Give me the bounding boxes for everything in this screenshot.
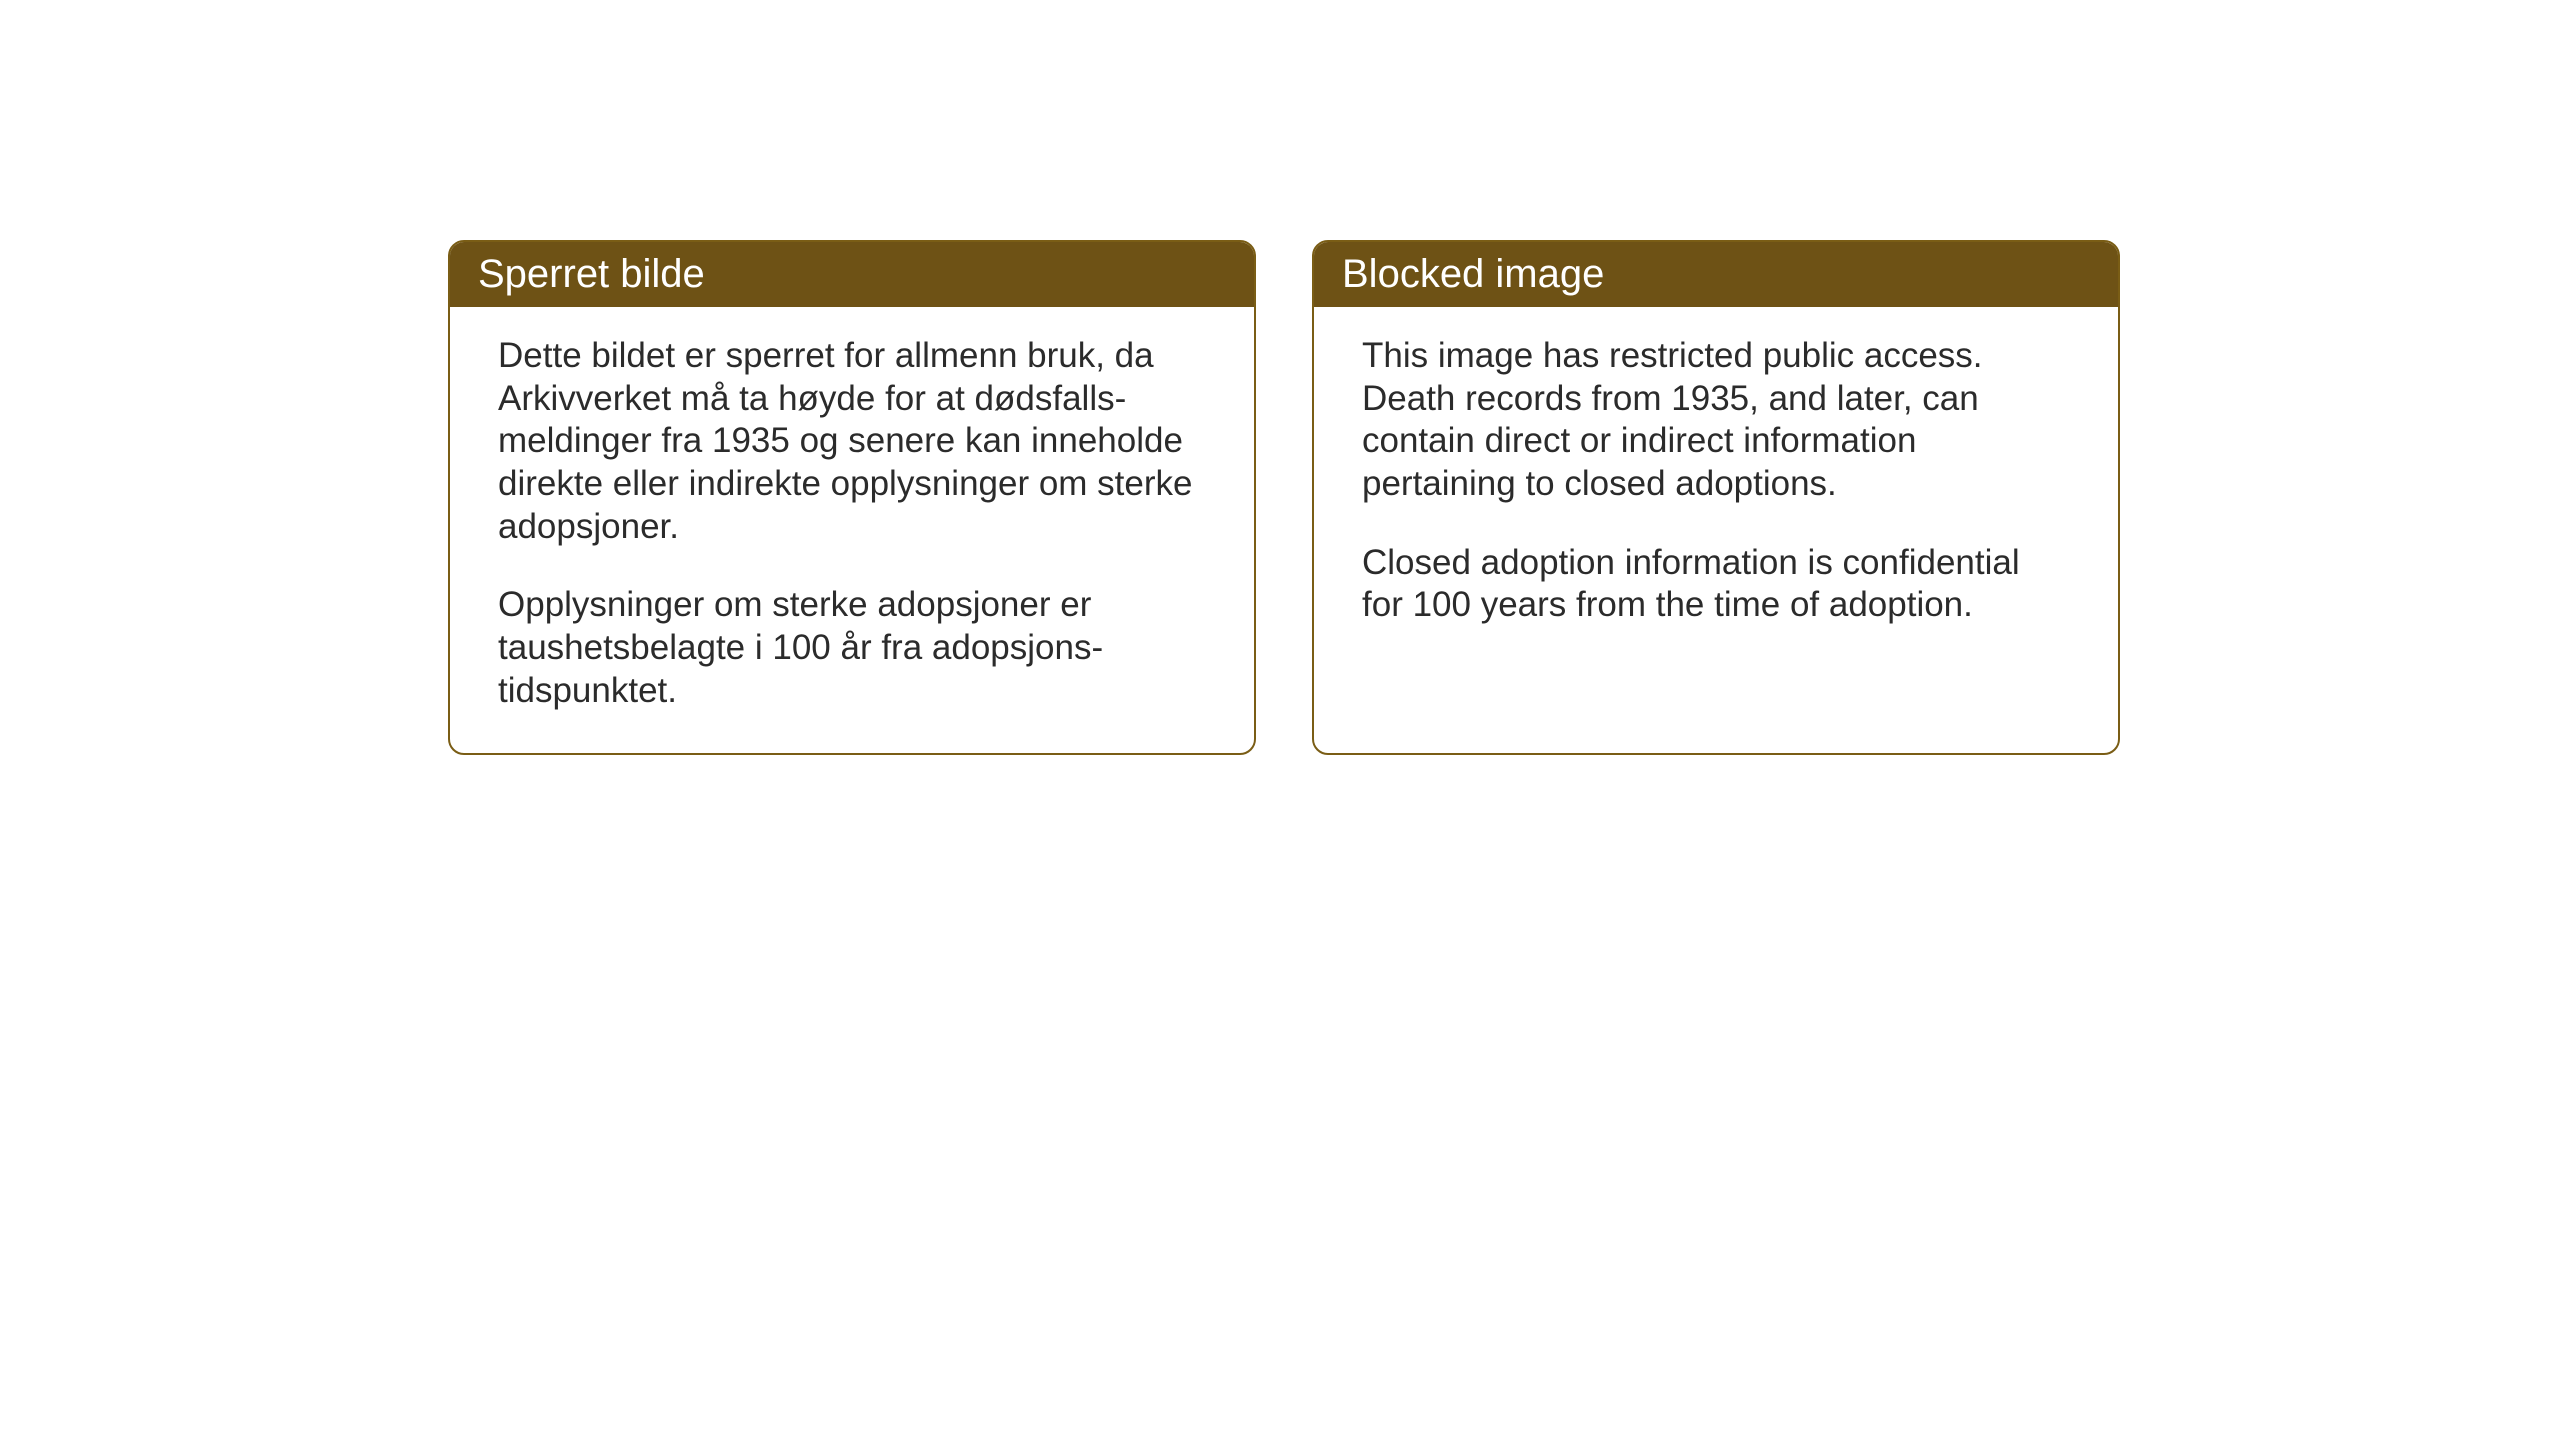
card-norwegian: Sperret bilde Dette bildet er sperret fo… (448, 240, 1256, 755)
card-english-paragraph-1: This image has restricted public access.… (1362, 335, 2070, 506)
card-english: Blocked image This image has restricted … (1312, 240, 2120, 755)
card-english-title: Blocked image (1342, 252, 1604, 296)
card-english-header: Blocked image (1314, 242, 2118, 307)
card-english-body: This image has restricted public access.… (1314, 307, 2118, 667)
card-norwegian-header: Sperret bilde (450, 242, 1254, 307)
card-norwegian-paragraph-1: Dette bildet er sperret for allmenn bruk… (498, 335, 1206, 548)
cards-container: Sperret bilde Dette bildet er sperret fo… (448, 240, 2120, 755)
card-norwegian-body: Dette bildet er sperret for allmenn bruk… (450, 307, 1254, 753)
card-norwegian-paragraph-2: Opplysninger om sterke adopsjoner er tau… (498, 584, 1206, 712)
card-norwegian-title: Sperret bilde (478, 252, 705, 296)
card-english-paragraph-2: Closed adoption information is confident… (1362, 542, 2070, 627)
